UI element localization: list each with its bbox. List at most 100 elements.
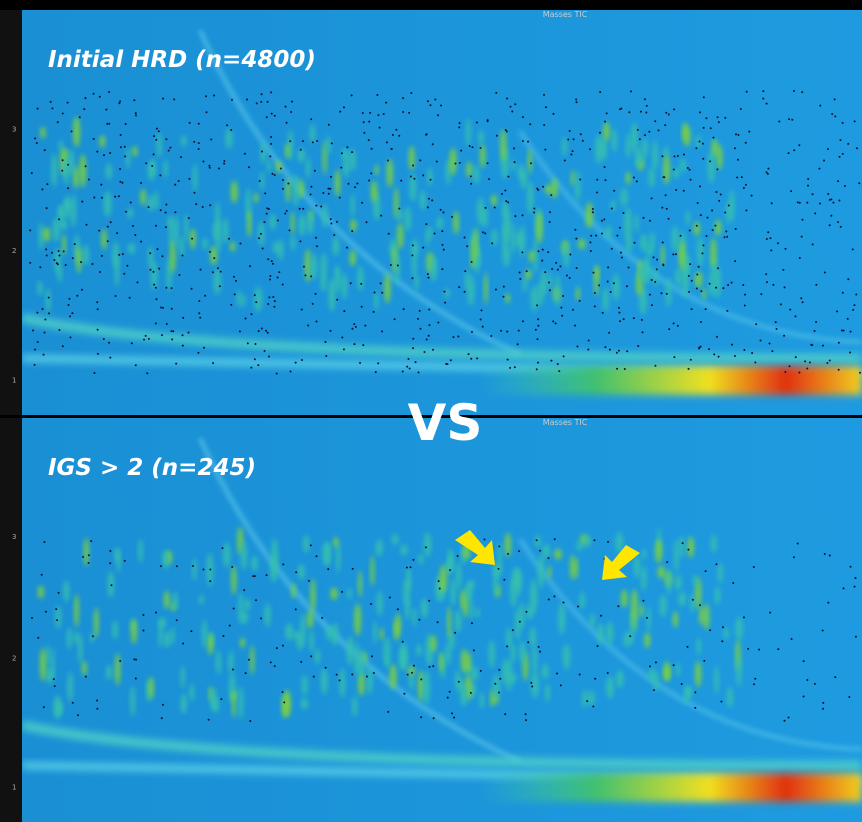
dot: [181, 334, 184, 337]
peak: [391, 533, 399, 546]
dot: [302, 265, 305, 268]
dot: [53, 259, 56, 262]
dot: [479, 669, 482, 672]
peak: [333, 265, 342, 293]
dot: [503, 578, 506, 581]
dot: [271, 172, 274, 175]
dot: [593, 539, 596, 542]
peak: [306, 211, 314, 235]
dot: [847, 278, 850, 281]
peak: [72, 165, 79, 189]
dot: [203, 346, 206, 349]
dot: [231, 566, 234, 569]
dot: [537, 189, 540, 192]
dot: [525, 270, 528, 273]
dot: [663, 176, 666, 179]
dot: [34, 348, 37, 351]
dot: [852, 308, 855, 311]
dot: [405, 566, 408, 569]
dot: [652, 256, 655, 259]
peak: [597, 623, 605, 644]
dot: [537, 645, 540, 648]
dot: [346, 146, 349, 149]
dot: [787, 152, 790, 155]
peak: [76, 246, 82, 274]
dot: [595, 191, 598, 194]
peak: [646, 244, 654, 258]
peak: [554, 548, 562, 560]
dot: [742, 616, 745, 619]
dot: [610, 247, 613, 250]
dot: [247, 658, 250, 661]
dot: [380, 214, 383, 217]
dot: [801, 91, 804, 94]
dot: [686, 167, 689, 170]
dot: [109, 151, 112, 154]
dot: [119, 659, 122, 662]
peak: [673, 539, 679, 573]
dot: [716, 168, 719, 171]
dot: [571, 150, 574, 153]
peak: [490, 689, 495, 708]
peak: [127, 207, 134, 219]
peak: [156, 132, 162, 158]
dot: [470, 330, 473, 333]
dot: [497, 691, 500, 694]
dot: [149, 268, 152, 271]
dot: [100, 196, 103, 199]
dot: [674, 253, 677, 256]
dot: [616, 367, 619, 370]
dot: [469, 691, 472, 694]
dot: [709, 629, 712, 632]
dot: [193, 140, 196, 143]
dot: [207, 718, 210, 721]
dot: [294, 361, 297, 364]
peak: [604, 225, 612, 239]
dot: [269, 155, 272, 158]
dot: [409, 175, 412, 178]
dot: [276, 276, 279, 279]
dot: [687, 548, 690, 551]
peak: [153, 191, 159, 210]
peak: [620, 589, 628, 608]
dot: [365, 221, 368, 224]
dot: [600, 219, 603, 222]
dot: [169, 146, 172, 149]
dot: [660, 292, 663, 295]
dot: [855, 147, 858, 150]
dot: [550, 359, 553, 362]
peak: [540, 269, 548, 297]
dot: [518, 620, 521, 623]
dot: [575, 267, 578, 270]
dot: [263, 221, 266, 224]
dot: [843, 184, 846, 187]
dot: [802, 695, 805, 698]
dot: [745, 209, 748, 212]
dot: [98, 95, 101, 98]
dot: [276, 219, 279, 222]
dot: [226, 124, 229, 127]
dot: [223, 160, 226, 163]
dot: [119, 134, 122, 137]
dot: [676, 324, 679, 327]
peak: [253, 192, 259, 203]
dot: [648, 293, 651, 296]
dot: [161, 255, 164, 258]
dot: [320, 205, 323, 208]
dot: [401, 370, 404, 373]
dot: [335, 220, 338, 223]
dot: [267, 355, 270, 358]
peak: [320, 252, 327, 280]
dot: [779, 303, 782, 306]
peak: [687, 536, 695, 558]
peak: [414, 274, 419, 291]
dot: [672, 664, 675, 667]
dot: [133, 99, 136, 102]
dot: [311, 302, 314, 305]
dot: [568, 130, 571, 133]
dot: [828, 224, 831, 227]
dot: [565, 274, 568, 277]
dot: [170, 287, 173, 290]
dot: [388, 596, 391, 599]
dot: [507, 175, 510, 178]
